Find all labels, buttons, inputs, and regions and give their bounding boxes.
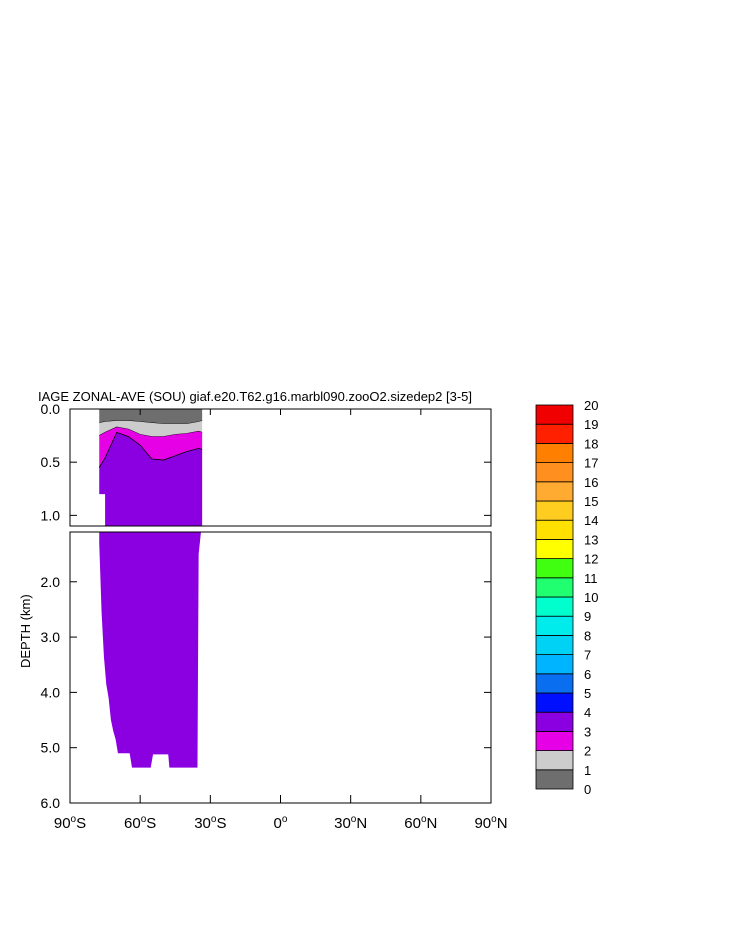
colorbar-swatch-0 bbox=[535, 769, 574, 790]
colorbar-label: 3 bbox=[584, 724, 591, 739]
colorbar-swatch-4 bbox=[535, 692, 574, 713]
colorbar-swatch-19 bbox=[535, 404, 574, 425]
colorbar-swatch-15 bbox=[535, 481, 574, 502]
lower-ytick-label: 5.0 bbox=[41, 740, 61, 756]
band-2-3 bbox=[99, 427, 203, 468]
band-0-1 bbox=[99, 409, 203, 424]
colorbar-swatch-17 bbox=[535, 442, 574, 463]
colorbar-swatch-18 bbox=[535, 423, 574, 444]
colorbar-label: 15 bbox=[584, 494, 598, 509]
colorbar-label: 16 bbox=[584, 475, 598, 490]
colorbar-label: 13 bbox=[584, 532, 598, 547]
colorbar-swatch-3 bbox=[535, 711, 574, 732]
chart-title: IAGE ZONAL-AVE (SOU) giaf.e20.T62.g16.ma… bbox=[38, 389, 472, 404]
xtick-label: 90oN bbox=[474, 814, 507, 832]
colorbar-label: 4 bbox=[584, 705, 591, 720]
xtick-label: 30oN bbox=[334, 814, 367, 832]
colorbar-label: 19 bbox=[584, 417, 598, 432]
colorbar-label: 1 bbox=[584, 763, 591, 778]
lower-panel: 2.0 3.0 4.0 5.0 6.0 90oS 60oS 30oS 0o 30oN 60oN 90… bbox=[41, 409, 508, 832]
colorbar-label: 5 bbox=[584, 686, 591, 701]
colorbar-label: 6 bbox=[584, 667, 591, 682]
colorbar-swatch-5 bbox=[535, 673, 574, 694]
contour-line-2-3 bbox=[98, 431, 203, 468]
colorbar-swatch-1 bbox=[535, 750, 574, 771]
colorbar-label: 20 bbox=[584, 398, 598, 413]
colorbar-swatch-16 bbox=[535, 462, 574, 483]
colorbar-label: 18 bbox=[584, 436, 598, 451]
colorbar-swatch-11 bbox=[535, 558, 574, 579]
colorbar-label: 10 bbox=[584, 590, 598, 605]
colorbar-swatch-9 bbox=[535, 596, 574, 617]
xtick-label: 0o bbox=[274, 814, 288, 832]
lower-ytick-label: 6.0 bbox=[41, 795, 61, 811]
colorbar-label: 8 bbox=[584, 628, 591, 643]
colorbar-swatch-14 bbox=[535, 500, 574, 521]
upper-ytick-label: 1.0 bbox=[41, 507, 61, 523]
lower-ytick-label: 4.0 bbox=[41, 684, 61, 700]
colorbar-swatch-12 bbox=[535, 539, 574, 560]
colorbar-label: 9 bbox=[584, 609, 591, 624]
xtick-label: 90oS bbox=[54, 814, 86, 832]
upper-ytick-label: 0.0 bbox=[41, 401, 61, 417]
colorbar-label: 11 bbox=[584, 571, 598, 586]
y-axis-label: DEPTH (km) bbox=[18, 594, 33, 668]
xtick-label: 30oS bbox=[194, 814, 226, 832]
lower-ytick-label: 3.0 bbox=[41, 629, 61, 645]
band-1-2 bbox=[99, 420, 203, 437]
colorbar-label: 12 bbox=[584, 552, 598, 567]
xtick-label: 60oN bbox=[404, 814, 437, 832]
colorbar-label: 0 bbox=[584, 782, 591, 797]
colorbar-swatch-13 bbox=[535, 519, 574, 540]
colorbar-swatch-6 bbox=[535, 654, 574, 675]
colorbar-swatch-10 bbox=[535, 577, 574, 598]
colorbar-label: 14 bbox=[584, 513, 598, 528]
upper-ytick-label: 0.5 bbox=[41, 454, 61, 470]
colorbar-label: 2 bbox=[584, 744, 591, 759]
xtick-label: 60oS bbox=[124, 814, 156, 832]
band-3-4-lower bbox=[99, 532, 203, 768]
colorbar-swatch-2 bbox=[535, 731, 574, 752]
colorbar-label: 17 bbox=[584, 456, 598, 471]
colorbar-swatch-7 bbox=[535, 635, 574, 656]
lower-ytick-label: 2.0 bbox=[41, 574, 61, 590]
upper-panel: 0.0 0.5 1.0 bbox=[41, 401, 492, 527]
colorbar-swatch-8 bbox=[535, 615, 574, 636]
colorbar-label: 7 bbox=[584, 648, 591, 663]
